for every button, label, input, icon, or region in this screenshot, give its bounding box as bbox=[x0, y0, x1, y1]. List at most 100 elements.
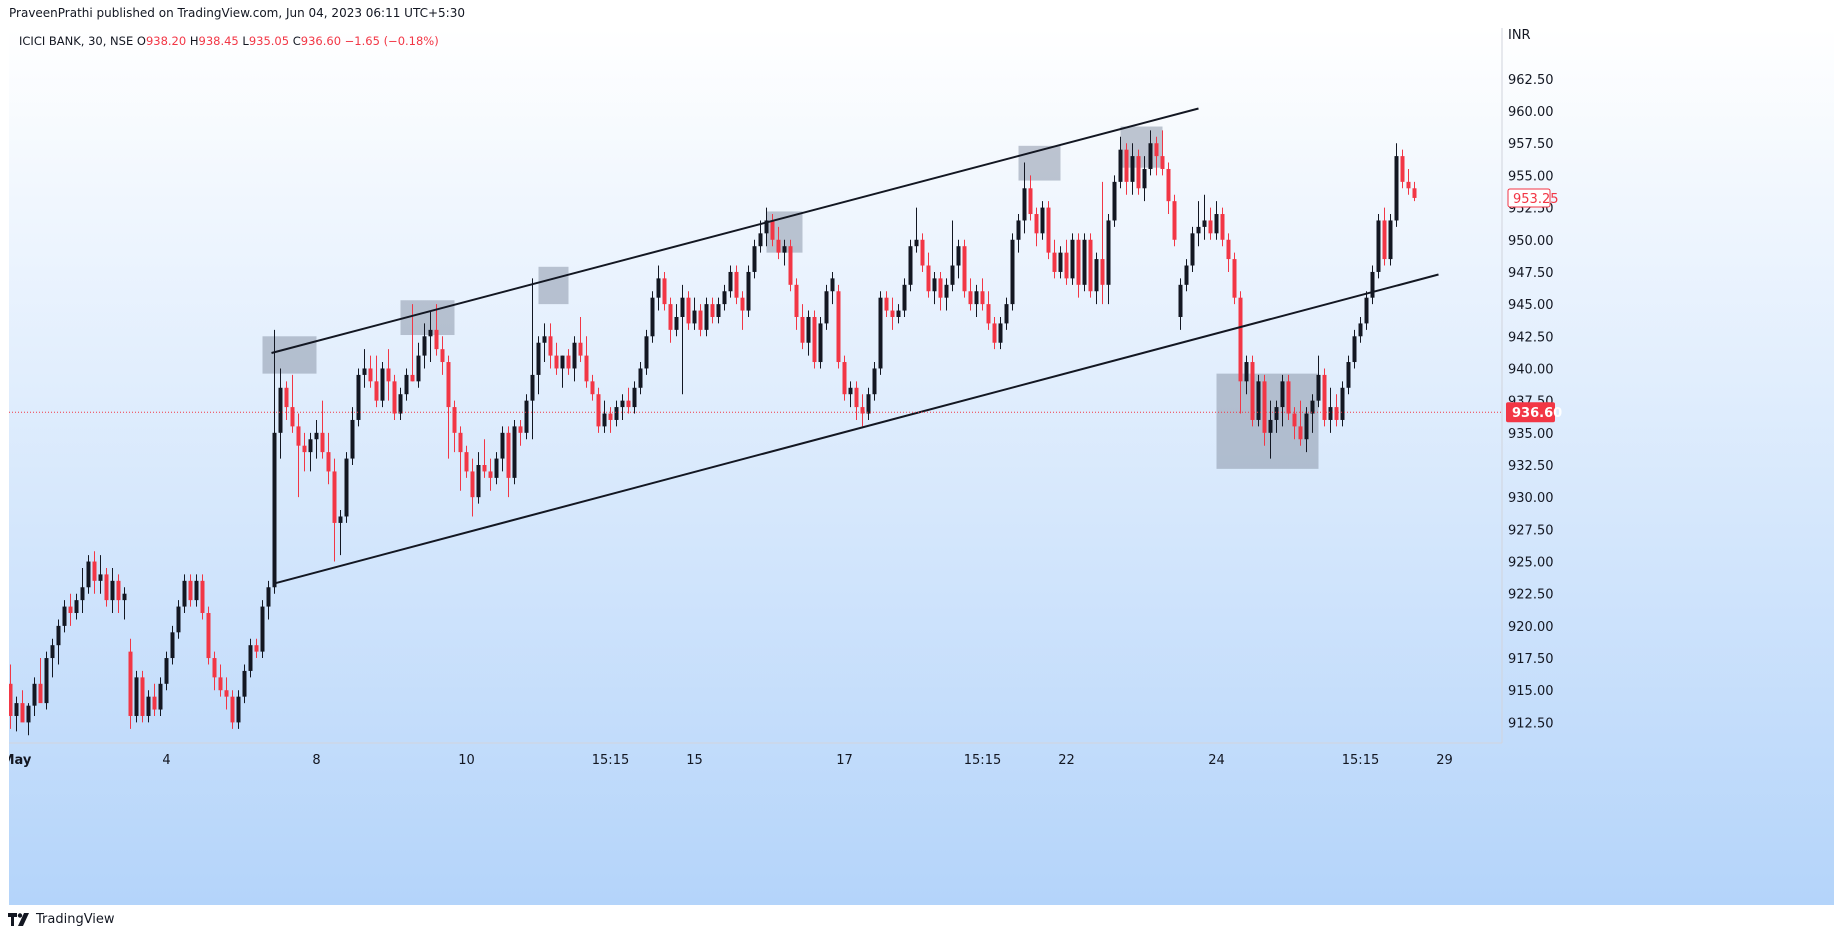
candle-body[interactable] bbox=[1238, 297, 1243, 382]
candle-body[interactable] bbox=[1286, 381, 1291, 414]
candle-body[interactable] bbox=[440, 349, 445, 363]
candle-body[interactable] bbox=[668, 304, 673, 330]
candle-body[interactable] bbox=[134, 677, 139, 716]
candle-body[interactable] bbox=[350, 419, 355, 459]
candle-body[interactable] bbox=[1292, 413, 1297, 427]
candle-body[interactable] bbox=[1076, 239, 1081, 285]
candle-body[interactable] bbox=[1382, 220, 1387, 260]
candle-body[interactable] bbox=[728, 271, 733, 292]
candle-body[interactable] bbox=[38, 683, 43, 704]
candle-body[interactable] bbox=[1352, 336, 1357, 363]
candle-body[interactable] bbox=[926, 265, 931, 292]
candle-body[interactable] bbox=[266, 587, 271, 607]
candle-body[interactable] bbox=[110, 580, 115, 601]
candle-body[interactable] bbox=[1160, 156, 1165, 169]
candlestick-chart[interactable]: 912.50 915.00 917.50 920.00 922.50 925.00 927.… bbox=[9, 28, 1834, 905]
candle-body[interactable] bbox=[248, 645, 253, 671]
candle-body[interactable] bbox=[104, 574, 109, 601]
candle-body[interactable] bbox=[284, 387, 289, 408]
candle-body[interactable] bbox=[80, 587, 85, 601]
last-price-label[interactable]: 936.60 bbox=[1506, 402, 1562, 423]
candle-body[interactable] bbox=[434, 329, 439, 350]
candle-body[interactable] bbox=[1016, 220, 1021, 240]
candle-body[interactable] bbox=[296, 426, 301, 446]
candle-body[interactable] bbox=[1052, 252, 1057, 272]
candle-body[interactable] bbox=[1154, 143, 1159, 157]
candle-body[interactable] bbox=[878, 297, 883, 369]
candle-body[interactable] bbox=[884, 297, 889, 311]
candle-body[interactable] bbox=[200, 580, 205, 614]
candle-body[interactable] bbox=[218, 677, 223, 691]
candle-body[interactable] bbox=[602, 413, 607, 427]
candle-body[interactable] bbox=[752, 246, 757, 272]
candle-body[interactable] bbox=[98, 574, 103, 581]
candle-body[interactable] bbox=[530, 374, 535, 401]
candle-body[interactable] bbox=[1328, 407, 1333, 420]
candle-body[interactable] bbox=[962, 246, 967, 292]
candle-body[interactable] bbox=[482, 465, 487, 472]
candle-body[interactable] bbox=[1064, 252, 1069, 279]
candle-body[interactable] bbox=[998, 323, 1003, 343]
candle-body[interactable] bbox=[260, 606, 265, 652]
price-zone[interactable] bbox=[1216, 373, 1319, 469]
candle-body[interactable] bbox=[398, 394, 403, 414]
candle-body[interactable] bbox=[236, 696, 241, 723]
candle-body[interactable] bbox=[1346, 362, 1351, 388]
candle-body[interactable] bbox=[572, 342, 577, 369]
candle-body[interactable] bbox=[596, 394, 601, 427]
candle-body[interactable] bbox=[1244, 362, 1249, 382]
candle-body[interactable] bbox=[992, 323, 997, 343]
candle-body[interactable] bbox=[14, 703, 19, 716]
candle-body[interactable] bbox=[416, 355, 421, 382]
candle-body[interactable] bbox=[1178, 284, 1183, 317]
candle-body[interactable] bbox=[128, 651, 133, 716]
candle-body[interactable] bbox=[176, 606, 181, 633]
candle-body[interactable] bbox=[1010, 239, 1015, 305]
candle-body[interactable] bbox=[20, 703, 25, 723]
candle-body[interactable] bbox=[1226, 239, 1231, 260]
candle-body[interactable] bbox=[170, 632, 175, 659]
candle-body[interactable] bbox=[1232, 259, 1237, 298]
candle-body[interactable] bbox=[1412, 188, 1417, 198]
candle-body[interactable] bbox=[254, 645, 259, 652]
candle-body[interactable] bbox=[470, 471, 475, 498]
candle-body[interactable] bbox=[368, 368, 373, 382]
candle-body[interactable] bbox=[326, 452, 331, 472]
candle-body[interactable] bbox=[788, 246, 793, 285]
candle-body[interactable] bbox=[44, 658, 49, 704]
candle-body[interactable] bbox=[794, 284, 799, 317]
candle-body[interactable] bbox=[224, 690, 229, 697]
candle-body[interactable] bbox=[404, 374, 409, 395]
candle-body[interactable] bbox=[446, 362, 451, 408]
candle-body[interactable] bbox=[776, 239, 781, 253]
candle-body[interactable] bbox=[758, 233, 763, 247]
candle-body[interactable] bbox=[716, 304, 721, 317]
candle-body[interactable] bbox=[290, 407, 295, 427]
candle-body[interactable] bbox=[854, 387, 859, 408]
symbol-label[interactable]: ICICI BANK, 30, NSE bbox=[19, 34, 134, 48]
candle-body[interactable] bbox=[1262, 381, 1267, 433]
candle-body[interactable] bbox=[1340, 387, 1345, 420]
candle-body[interactable] bbox=[9, 683, 13, 716]
candle-body[interactable] bbox=[842, 362, 847, 395]
candle-body[interactable] bbox=[476, 465, 481, 498]
tradingview-footer[interactable]: TradingView bbox=[8, 912, 115, 927]
candle-body[interactable] bbox=[692, 310, 697, 324]
candle-body[interactable] bbox=[974, 291, 979, 305]
candle-body[interactable] bbox=[938, 278, 943, 298]
candle-body[interactable] bbox=[1394, 156, 1399, 221]
candle-body[interactable] bbox=[944, 284, 949, 298]
candle-body[interactable] bbox=[86, 561, 91, 588]
candle-body[interactable] bbox=[800, 316, 805, 343]
candle-body[interactable] bbox=[512, 426, 517, 478]
candle-body[interactable] bbox=[1250, 362, 1255, 420]
trendline[interactable] bbox=[274, 273, 1439, 585]
candle-body[interactable] bbox=[626, 400, 631, 408]
candle-body[interactable] bbox=[122, 593, 127, 601]
price-zone[interactable] bbox=[1018, 145, 1061, 181]
candle-body[interactable] bbox=[644, 336, 649, 369]
candle-body[interactable] bbox=[518, 426, 523, 433]
candle-body[interactable] bbox=[164, 658, 169, 684]
candle-body[interactable] bbox=[554, 355, 559, 369]
candle-body[interactable] bbox=[1100, 259, 1105, 285]
